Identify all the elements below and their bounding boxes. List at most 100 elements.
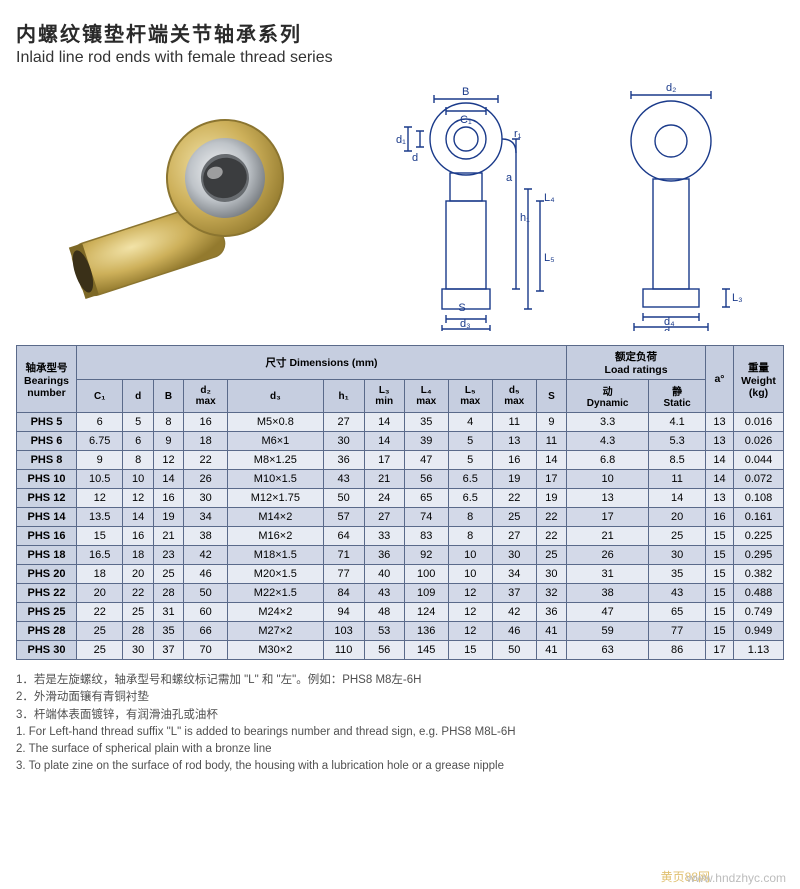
cell: 10.5 [77,470,123,489]
cell: 17 [364,451,404,470]
dim-L3: L₃ [732,292,743,304]
dim-col: d₃ [228,380,323,413]
cell: 25 [536,546,566,565]
dim-col: L₅max [448,380,492,413]
cell: M14×2 [228,508,323,527]
cell: PHS 5 [17,413,77,432]
dim-B: B [462,86,469,98]
cell: 5.3 [649,432,706,451]
cell: 10 [448,546,492,565]
cell: 42 [184,546,228,565]
cell: 37 [492,584,536,603]
cell: 20 [123,565,153,584]
cell: 9 [77,451,123,470]
cell: 16.5 [77,546,123,565]
cell: 22 [536,508,566,527]
cell: 109 [404,584,448,603]
cell: 26 [184,470,228,489]
cell: 9 [536,413,566,432]
table-row: PHS 1212121630M12×1.755024656.5221913141… [17,489,784,508]
table-row: PHS 2220222850M22×1.58443109123732384315… [17,584,784,603]
cell: 30 [649,546,706,565]
cell: PHS 28 [17,622,77,641]
cell: 64 [323,527,364,546]
cell: PHS 18 [17,546,77,565]
cell: 5 [123,413,153,432]
cell: 27 [323,413,364,432]
cell: 40 [364,565,404,584]
cell: 42 [492,603,536,622]
cell: 83 [404,527,448,546]
cell: 77 [649,622,706,641]
cell: M20×1.5 [228,565,323,584]
cell: 50 [323,489,364,508]
cell: 25 [153,565,183,584]
cell: 6.5 [448,470,492,489]
cell: 0.161 [734,508,784,527]
cell: M22×1.5 [228,584,323,603]
cell: 47 [404,451,448,470]
cell: 19 [492,470,536,489]
cell: 0.108 [734,489,784,508]
cell: PHS 16 [17,527,77,546]
cell: 21 [153,527,183,546]
note-line: 1. For Left-hand thread suffix "L" is ad… [16,724,784,741]
cell: 34 [184,508,228,527]
dim-col: d₅max [492,380,536,413]
cell: 50 [184,584,228,603]
cell: 8 [448,508,492,527]
cell: 50 [492,641,536,660]
note-line: 3. To plate zine on the surface of rod b… [16,758,784,775]
cell: PHS 30 [17,641,77,660]
cell: 22 [536,527,566,546]
cell: 145 [404,641,448,660]
cell: 32 [536,584,566,603]
cell: 14 [649,489,706,508]
cell: 25 [649,527,706,546]
cell: 14 [706,451,734,470]
cell: 15 [706,527,734,546]
cell: 30 [536,565,566,584]
cell: 57 [323,508,364,527]
cell: 124 [404,603,448,622]
col-bearings: 轴承型号Bearingsnumber [17,346,77,413]
cell: 13.5 [77,508,123,527]
cell: M12×1.75 [228,489,323,508]
footnotes: 1．若是左旋螺纹，轴承型号和螺纹标记需加 "L" 和 "左"。例如：PHS8 M… [16,672,784,776]
cell: 4.3 [567,432,649,451]
cell: M10×1.5 [228,470,323,489]
cell: 16 [123,527,153,546]
note-line: 2. The surface of spherical plain with a… [16,741,784,758]
cell: 12 [448,622,492,641]
cell: 12 [153,451,183,470]
cell: PHS 20 [17,565,77,584]
dim-L5: L₅ [544,252,555,264]
cell: 27 [364,508,404,527]
page-title-cn: 内螺纹镶垫杆端关节轴承系列 [16,18,784,47]
cell: 19 [536,489,566,508]
cell: 77 [323,565,364,584]
dim-d3: d₃ [460,318,471,330]
table-row: PHS 1615162138M16×2643383827222125150.22… [17,527,784,546]
cell: 13 [567,489,649,508]
dim-h1: h₁ [520,212,530,224]
hero-row: B C₁ d₁ d r₁ a h₁ L₄ L₅ d₃ S [16,71,784,341]
cell: 4.1 [649,413,706,432]
cell: 34 [492,565,536,584]
cell: 15 [77,527,123,546]
cell: 26 [567,546,649,565]
cell: 46 [184,565,228,584]
cell: 0.949 [734,622,784,641]
cell: 47 [567,603,649,622]
cell: 20 [77,584,123,603]
cell: 46 [492,622,536,641]
cell: 12 [77,489,123,508]
cell: 31 [567,565,649,584]
cell: 65 [649,603,706,622]
dim-col: L₄max [404,380,448,413]
cell: 30 [492,546,536,565]
cell: 38 [184,527,228,546]
technical-drawing: B C₁ d₁ d r₁ a h₁ L₄ L₅ d₃ S [338,81,784,331]
cell: 33 [364,527,404,546]
cell: 43 [323,470,364,489]
